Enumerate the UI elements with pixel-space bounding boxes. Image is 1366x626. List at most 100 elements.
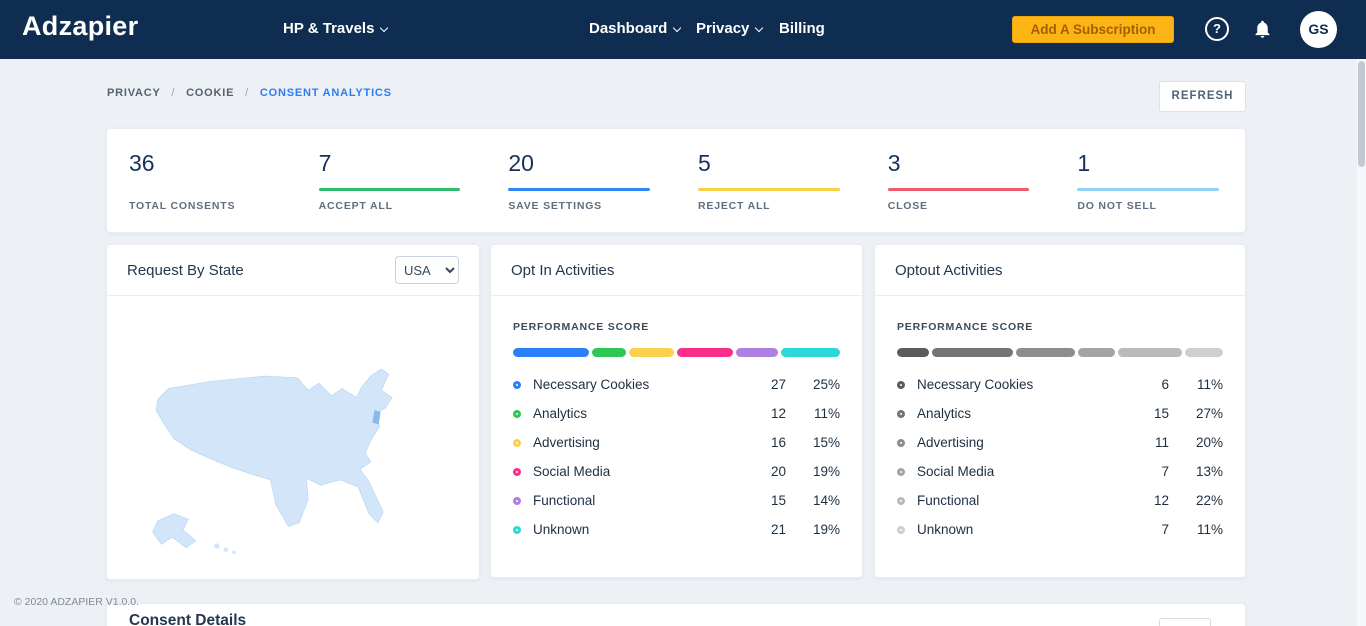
category-percent: 27% [1195,406,1223,421]
category-percent: 25% [812,377,840,392]
category-percent: 22% [1195,493,1223,508]
card-title: Request By State [127,261,244,279]
stat-value: 3 [887,150,901,176]
stat-reject-all: 5 REJECT ALL [676,150,866,232]
user-avatar[interactable]: GS [1300,11,1337,48]
stat-close: 3 CLOSE [866,150,1056,232]
bar-segment [676,348,733,357]
alaska-shape [152,513,196,549]
legend-row: Analytics 12 11% [513,399,840,428]
notification-bell-icon[interactable] [1252,18,1273,40]
optout-header: Optout Activities [875,245,1245,296]
bar-segment [591,348,626,357]
chevron-down-icon [673,23,682,33]
opt-in-body: PERFORMANCE SCORE Necessary Cookies 27 2… [491,321,862,544]
stat-label: CLOSE [887,200,928,212]
country-select[interactable]: USA [395,256,459,284]
category-dot-icon [897,525,905,534]
opt-in-activities-card: Opt In Activities PERFORMANCE SCORE Nece… [490,244,863,578]
category-count: 27 [770,377,786,392]
category-percent: 11% [1196,377,1223,392]
org-selector[interactable]: HP & Travels [283,20,389,37]
stat-label: SAVE SETTINGS [508,200,602,212]
category-label: Necessary Cookies [533,377,650,392]
bell-glyph [1255,20,1270,38]
category-dot-icon [513,525,521,534]
card-title: Opt In Activities [511,261,615,279]
nav-dashboard[interactable]: Dashboard [589,20,682,37]
legend-row: Necessary Cookies 27 25% [513,370,840,399]
bar-segment [780,348,840,357]
bar-segment [1015,348,1075,357]
breadcrumb-cookie[interactable]: COOKIE [186,87,235,99]
stat-value: 7 [318,150,332,176]
stat-underline [698,188,840,191]
legend-row: Necessary Cookies 6 11% [897,370,1223,399]
highlighted-state-shape [372,410,381,425]
category-percent: 11% [813,406,840,421]
category-label: Social Media [917,464,995,479]
category-dot-icon [513,380,521,389]
brand-logo[interactable]: Adzapier [22,11,139,41]
hawaii-island [232,550,236,555]
optout-body: PERFORMANCE SCORE Necessary Cookies 6 11… [875,321,1245,544]
performance-score-bar [513,348,840,357]
legend-row: Analytics 15 27% [897,399,1223,428]
category-dot-icon [513,409,521,418]
org-selector-label: HP & Travels [283,20,375,37]
legend-row: Unknown 21 19% [513,515,840,544]
stat-label: TOTAL CONSENTS [129,200,236,212]
category-dot-icon [897,496,905,505]
consent-details-action-button[interactable] [1159,618,1211,626]
category-count: 20 [770,464,786,479]
category-count: 7 [1161,464,1169,479]
legend-row: Social Media 7 13% [897,457,1223,486]
category-dot-icon [513,438,521,447]
category-percent: 19% [812,522,840,537]
stat-value: 5 [698,150,711,176]
category-label: Analytics [917,406,972,421]
nav-billing[interactable]: Billing [779,20,825,37]
category-dot-icon [897,380,905,389]
breadcrumb-separator: / [171,87,176,99]
nav-privacy[interactable]: Privacy [696,20,764,37]
request-by-state-header: Request By State USA [107,245,479,296]
category-percent: 13% [1195,464,1223,479]
category-count: 16 [770,435,786,450]
consent-details-card: Consent Details [106,603,1246,626]
breadcrumb-privacy[interactable]: PRIVACY [107,87,161,99]
bar-segment [1077,348,1116,357]
top-navbar: Adzapier HP & Travels Dashboard Privacy … [0,0,1366,59]
legend-row: Unknown 7 11% [897,515,1223,544]
category-label: Functional [917,493,980,508]
opt-in-header: Opt In Activities [491,245,862,296]
consent-details-title: Consent Details [129,612,247,626]
request-by-state-card: Request By State USA [106,244,480,580]
category-dot-icon [513,496,521,505]
category-count: 12 [770,406,786,421]
help-icon[interactable]: ? [1205,17,1229,41]
scrollbar-thumb[interactable] [1358,61,1365,167]
add-subscription-button[interactable]: Add A Subscription [1012,16,1174,43]
card-title: Optout Activities [895,261,1003,279]
category-count: 21 [770,522,786,537]
bar-segment [897,348,930,357]
category-label: Necessary Cookies [917,377,1034,392]
stat-underline [318,188,461,191]
breadcrumb-separator: / [245,87,249,99]
consent-stats-card: 36 TOTAL CONSENTS 7 ACCEPT ALL 20 SAVE S… [106,128,1246,233]
vertical-scrollbar[interactable] [1357,59,1366,626]
hawaii-island [223,547,229,552]
category-percent: 11% [1196,522,1223,537]
bar-segment [932,348,1013,357]
refresh-button[interactable]: REFRESH [1159,81,1246,112]
hawaii-island [214,543,220,549]
legend-row: Functional 15 14% [513,486,840,515]
stat-label: REJECT ALL [698,200,771,212]
copyright-text: © 2020 ADZAPIER V1.0.0. [14,596,140,608]
performance-score-bar [897,348,1223,357]
bar-segment [1118,348,1183,357]
category-label: Unknown [533,522,590,537]
optout-legend: Necessary Cookies 6 11% Analytics 15 27%… [897,370,1223,544]
